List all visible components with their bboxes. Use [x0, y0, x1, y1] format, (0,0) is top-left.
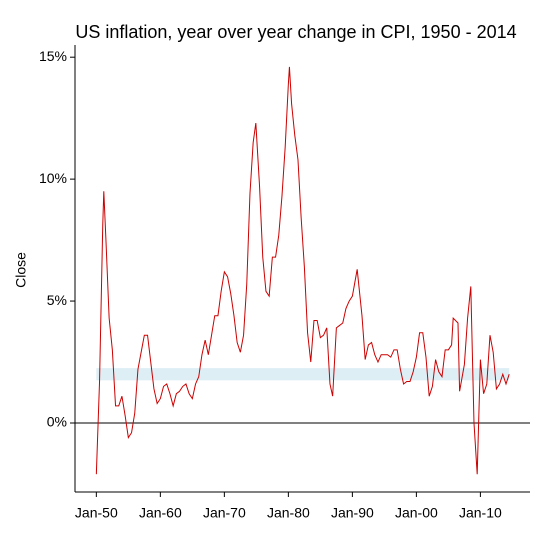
y-tick-label: 15% — [39, 48, 67, 64]
y-axis-label: Close — [13, 252, 29, 288]
chart-title: US inflation, year over year change in C… — [75, 22, 516, 42]
x-tick-label: Jan-00 — [395, 505, 438, 521]
y-tick-label: 10% — [39, 170, 67, 186]
x-tick-label: Jan-50 — [75, 505, 118, 521]
x-tick-label: Jan-70 — [203, 505, 246, 521]
target-band — [96, 368, 510, 381]
x-tick-label: Jan-90 — [331, 505, 374, 521]
x-tick-label: Jan-10 — [459, 505, 502, 521]
y-tick-label: 0% — [47, 414, 67, 430]
x-tick-label: Jan-80 — [267, 505, 310, 521]
inflation-line — [95, 66, 510, 475]
y-tick-label: 5% — [47, 292, 67, 308]
x-tick-label: Jan-60 — [139, 505, 182, 521]
